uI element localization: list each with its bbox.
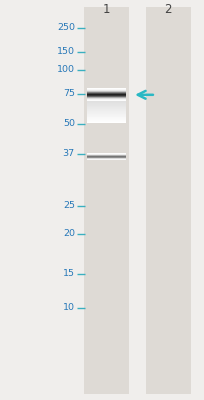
Text: 10: 10 [62,304,74,312]
Text: 15: 15 [62,270,74,278]
Bar [86,102,126,103]
Bar [86,119,126,120]
Bar [86,118,126,119]
Bar [86,106,126,107]
Bar [86,114,126,115]
Text: 75: 75 [62,90,74,98]
Bar [86,93,126,94]
Bar [86,104,126,105]
Bar [84,7,129,394]
Bar [86,117,126,118]
Bar [86,90,126,91]
Bar [86,107,126,108]
Bar [86,100,126,101]
Bar [86,89,126,90]
Bar [86,98,126,99]
Bar [86,95,126,96]
Text: 50: 50 [62,120,74,128]
Bar [86,91,126,92]
Bar [86,90,126,91]
Bar [86,96,126,97]
Bar [86,95,126,96]
Bar [86,101,126,102]
Bar [86,116,126,117]
Bar [86,89,126,90]
Bar [86,97,126,98]
Bar [86,98,126,99]
Bar [86,92,126,93]
Bar [86,94,126,95]
Bar [86,108,126,109]
Bar [86,97,126,98]
Bar [86,116,126,117]
Bar [86,120,126,121]
Text: 25: 25 [62,202,74,210]
Bar [86,122,126,123]
Bar [86,112,126,113]
Bar [86,99,126,100]
Bar [86,93,126,94]
Text: 1: 1 [102,3,110,16]
Bar [86,94,126,95]
Text: 37: 37 [62,150,74,158]
Bar [86,109,126,110]
Bar [86,113,126,114]
Bar [86,110,126,111]
Bar [86,121,126,122]
Bar [86,88,126,89]
Text: 2: 2 [164,3,171,16]
Text: 250: 250 [57,24,74,32]
Bar [86,111,126,112]
Bar [86,91,126,92]
Bar [86,102,126,103]
Bar [86,103,126,104]
Text: 150: 150 [57,48,74,56]
Text: 20: 20 [62,230,74,238]
Bar [86,100,126,101]
Bar [86,99,126,100]
Bar [86,105,126,106]
Bar [145,7,190,394]
Bar [86,92,126,93]
Bar [86,115,126,116]
Bar [86,110,126,112]
Bar [86,96,126,97]
Bar [86,88,126,89]
Text: 100: 100 [57,66,74,74]
Bar [86,119,126,120]
